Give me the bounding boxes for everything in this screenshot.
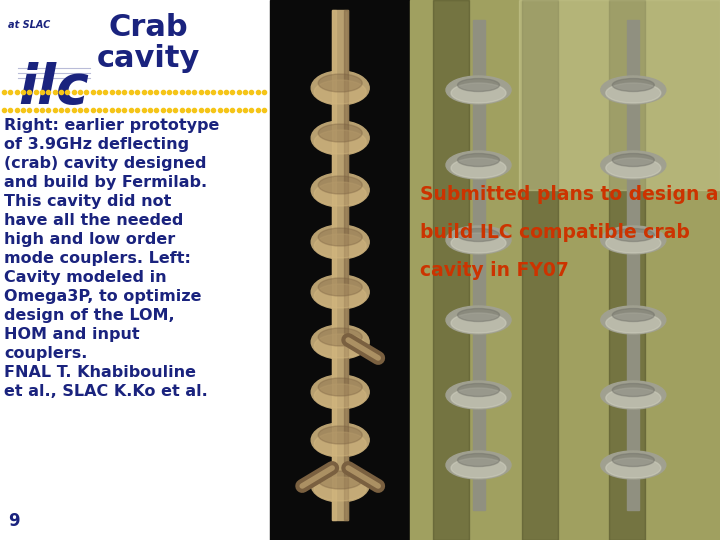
Text: high and low order: high and low order (4, 232, 175, 247)
Ellipse shape (600, 381, 666, 409)
Text: design of the LOM,: design of the LOM, (4, 308, 175, 323)
Ellipse shape (451, 458, 506, 478)
Ellipse shape (451, 388, 506, 408)
Text: Submitted plans to design and: Submitted plans to design and (420, 185, 720, 204)
Text: have all the needed: have all the needed (4, 213, 184, 228)
Bar (627, 20, 639, 510)
Text: This cavity did not: This cavity did not (4, 194, 171, 209)
Ellipse shape (457, 78, 500, 91)
Text: couplers.: couplers. (4, 346, 87, 361)
Bar (472, 20, 485, 510)
Ellipse shape (606, 313, 661, 333)
Ellipse shape (314, 384, 366, 408)
Ellipse shape (606, 83, 661, 103)
Ellipse shape (314, 432, 366, 456)
Ellipse shape (600, 76, 666, 104)
Ellipse shape (311, 468, 369, 502)
Ellipse shape (318, 426, 362, 444)
Ellipse shape (318, 176, 362, 194)
Text: ilc: ilc (18, 62, 89, 116)
Text: of 3.9GHz deflecting: of 3.9GHz deflecting (4, 137, 189, 152)
Text: build ILC compatible crab: build ILC compatible crab (420, 223, 690, 242)
Ellipse shape (318, 124, 362, 142)
Ellipse shape (612, 308, 654, 321)
Ellipse shape (318, 471, 362, 489)
Ellipse shape (600, 451, 666, 479)
Text: 9: 9 (8, 512, 19, 530)
Ellipse shape (314, 130, 366, 154)
Ellipse shape (451, 233, 506, 253)
Ellipse shape (311, 275, 369, 309)
Bar (332, 10, 336, 520)
Ellipse shape (318, 74, 362, 92)
Ellipse shape (451, 83, 506, 103)
Ellipse shape (446, 151, 511, 179)
Ellipse shape (311, 423, 369, 457)
Text: and build by Fermilab.: and build by Fermilab. (4, 175, 207, 190)
Text: at SLAC: at SLAC (8, 20, 50, 30)
Ellipse shape (446, 381, 511, 409)
Ellipse shape (612, 454, 654, 467)
Text: Cavity modeled in: Cavity modeled in (4, 270, 166, 285)
Ellipse shape (451, 313, 506, 333)
Ellipse shape (318, 228, 362, 246)
Bar (410, 0, 720, 540)
Ellipse shape (446, 306, 511, 334)
Ellipse shape (446, 226, 511, 254)
Bar (332, 10, 348, 520)
Bar (518, 0, 720, 190)
Bar (344, 10, 348, 520)
Ellipse shape (314, 334, 366, 358)
Ellipse shape (314, 477, 366, 501)
Ellipse shape (318, 328, 362, 346)
Ellipse shape (457, 228, 500, 241)
Ellipse shape (314, 80, 366, 104)
Ellipse shape (612, 383, 654, 396)
Ellipse shape (446, 76, 511, 104)
Ellipse shape (314, 182, 366, 206)
Bar (609, 0, 645, 540)
Ellipse shape (318, 278, 362, 296)
Ellipse shape (612, 228, 654, 241)
Text: Omega3P, to optimize: Omega3P, to optimize (4, 289, 202, 304)
Ellipse shape (612, 78, 654, 91)
Ellipse shape (314, 234, 366, 258)
Ellipse shape (600, 306, 666, 334)
Ellipse shape (606, 458, 661, 478)
Ellipse shape (606, 233, 661, 253)
Text: HOM and input: HOM and input (4, 327, 140, 342)
Ellipse shape (451, 158, 506, 178)
Ellipse shape (457, 454, 500, 467)
Text: cavity in FY07: cavity in FY07 (420, 261, 570, 280)
Bar (270, 0, 410, 540)
Ellipse shape (457, 153, 500, 166)
Bar (0, 0, 270, 540)
Ellipse shape (600, 151, 666, 179)
Text: mode couplers. Left:: mode couplers. Left: (4, 251, 191, 266)
Text: FNAL T. Khabibouline: FNAL T. Khabibouline (4, 365, 196, 380)
Ellipse shape (612, 153, 654, 166)
Ellipse shape (311, 325, 369, 359)
Ellipse shape (606, 388, 661, 408)
Ellipse shape (600, 226, 666, 254)
Bar (523, 0, 559, 540)
Text: Right: earlier prototype: Right: earlier prototype (4, 118, 220, 133)
Ellipse shape (606, 158, 661, 178)
Ellipse shape (311, 71, 369, 105)
Ellipse shape (457, 308, 500, 321)
Ellipse shape (311, 375, 369, 409)
Ellipse shape (311, 225, 369, 259)
Ellipse shape (457, 383, 500, 396)
Bar (433, 0, 469, 540)
Ellipse shape (446, 451, 511, 479)
Ellipse shape (311, 173, 369, 207)
Ellipse shape (318, 378, 362, 396)
Text: Crab
cavity: Crab cavity (96, 13, 199, 73)
Text: et al., SLAC K.Ko et al.: et al., SLAC K.Ko et al. (4, 384, 208, 399)
Ellipse shape (314, 284, 366, 308)
Ellipse shape (311, 121, 369, 155)
Text: (crab) cavity designed: (crab) cavity designed (4, 156, 207, 171)
